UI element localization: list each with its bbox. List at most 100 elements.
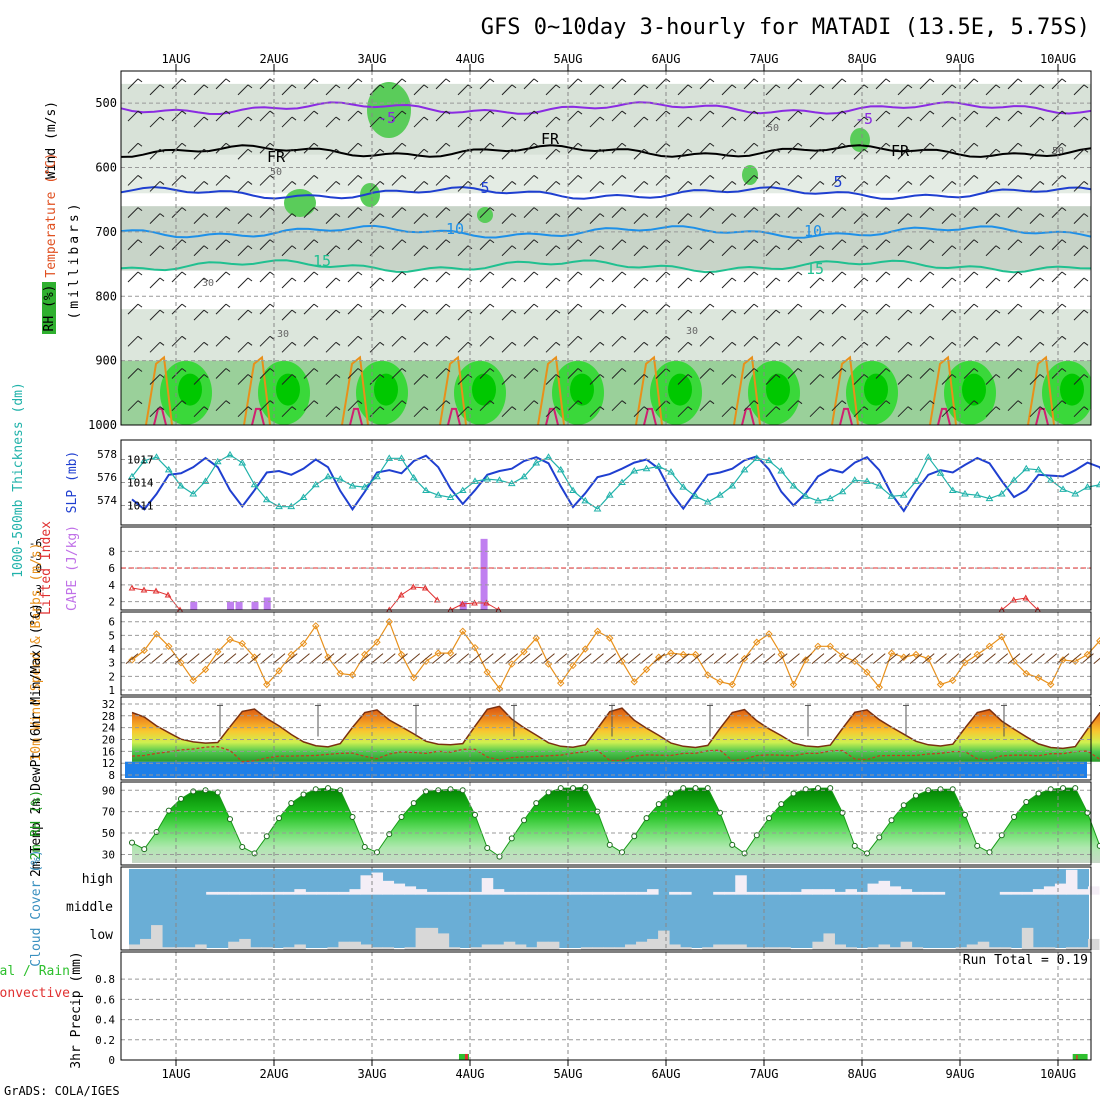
cloud-low-bar <box>415 927 428 950</box>
wind10m-point <box>740 654 749 663</box>
wind-barb <box>787 239 799 251</box>
wind-barb <box>303 400 315 412</box>
wind10m-barb <box>799 653 813 664</box>
wind10m-barb <box>921 653 935 664</box>
wind-barb <box>1073 309 1085 321</box>
wind-barb <box>303 303 315 315</box>
wind-barb <box>281 245 293 257</box>
wind-barb <box>919 400 931 412</box>
cloud-low-bar <box>647 938 659 950</box>
wind-barb <box>259 271 271 283</box>
wind-barb <box>709 110 715 115</box>
wind-barb <box>621 303 627 308</box>
wind-barb <box>731 213 737 218</box>
wind-barb <box>929 175 935 179</box>
wind-barb <box>885 142 891 147</box>
wind-barb <box>699 142 711 154</box>
cloud-high-bar <box>404 886 417 895</box>
pressure-tick-label: 1000 <box>88 418 117 432</box>
cloud-high-bar <box>239 891 251 895</box>
cloud-low-bar <box>294 944 306 950</box>
wind-barb <box>435 303 447 315</box>
wind-barb <box>1029 245 1041 257</box>
rh2m-point <box>974 842 981 849</box>
wind-barb <box>687 148 693 153</box>
wind-barb <box>457 277 469 289</box>
wind-barb <box>973 303 979 308</box>
panel-frame-pr <box>120 951 1092 1061</box>
wind-barb <box>621 368 627 372</box>
contour-label: 10 <box>804 222 822 240</box>
wind-barb <box>941 148 953 160</box>
wind10m-point <box>385 618 393 626</box>
wind-barb <box>1017 78 1023 83</box>
rh-tick-label: 90 <box>102 784 115 797</box>
wind-barb <box>731 309 737 314</box>
wind-barb <box>479 303 491 315</box>
wind-barb <box>567 207 579 218</box>
wind10m-point <box>287 650 295 659</box>
wind-barb <box>181 175 187 179</box>
wind-barb <box>555 245 561 250</box>
cloud-high-bar <box>591 891 604 895</box>
wind-barb <box>423 406 429 411</box>
wind10m-barb <box>725 653 739 664</box>
run-total-label: Run Total = 0.19 <box>963 953 1088 968</box>
wind-barb <box>1017 400 1023 405</box>
wind-barb <box>589 374 601 385</box>
wind-barb <box>819 84 825 89</box>
wind-barb <box>445 368 451 372</box>
wind-barb <box>291 374 297 378</box>
wind-barb <box>687 245 693 250</box>
contour-label: -5 <box>855 110 873 128</box>
wind-barb <box>699 239 711 251</box>
wind-barb <box>963 368 975 379</box>
wind-barb <box>611 175 623 186</box>
wind-barb <box>1051 110 1063 122</box>
wind-barb <box>611 78 623 90</box>
wind-barb <box>1029 213 1041 224</box>
wind-barb <box>863 374 869 378</box>
dewpt2m-series-line <box>131 745 1100 763</box>
wind-barb <box>435 368 447 379</box>
wind10m-barb <box>1093 657 1100 664</box>
wind-barb <box>589 341 601 353</box>
wind-barb <box>545 116 557 128</box>
cloud-high-bar <box>481 878 494 895</box>
wind-barb <box>1061 368 1067 372</box>
wind-barb <box>137 368 143 372</box>
thickness-point <box>348 481 357 489</box>
wind-barb <box>1007 110 1019 122</box>
wind-barb <box>269 271 275 276</box>
cloud-low-bar <box>525 947 538 950</box>
wind-barb <box>313 175 319 179</box>
temp-tick-label: 28 <box>102 710 115 723</box>
wind-barb <box>985 84 997 96</box>
thickness-point <box>250 480 259 488</box>
bottom-date-label: 9AUG <box>946 1067 975 1081</box>
wind-barb <box>269 368 275 372</box>
wind-barb <box>313 207 319 212</box>
wind-barb <box>841 400 847 405</box>
wind-barb <box>479 78 491 90</box>
thickness-point <box>434 491 443 498</box>
thickness-point <box>642 464 651 472</box>
wind-barb <box>489 271 495 276</box>
wind-barb <box>511 116 517 121</box>
wind-barb <box>665 207 671 212</box>
wind-barb <box>687 406 693 411</box>
wind-barb <box>577 175 583 179</box>
wind-barb <box>995 148 1001 153</box>
cloud-high-bar <box>426 891 439 895</box>
cloud-low-bar <box>426 927 439 950</box>
wind10m-point <box>949 676 957 685</box>
wind-barb <box>731 341 737 346</box>
wind-barb <box>247 84 253 89</box>
wind-barb <box>215 175 227 186</box>
cloud-low-bar <box>195 944 207 950</box>
bottom-date-label: 6AUG <box>652 1067 681 1081</box>
wind-barb <box>533 78 539 83</box>
thickness-point <box>471 477 479 484</box>
wind-barb <box>401 239 407 244</box>
wind10m-point <box>312 622 320 630</box>
